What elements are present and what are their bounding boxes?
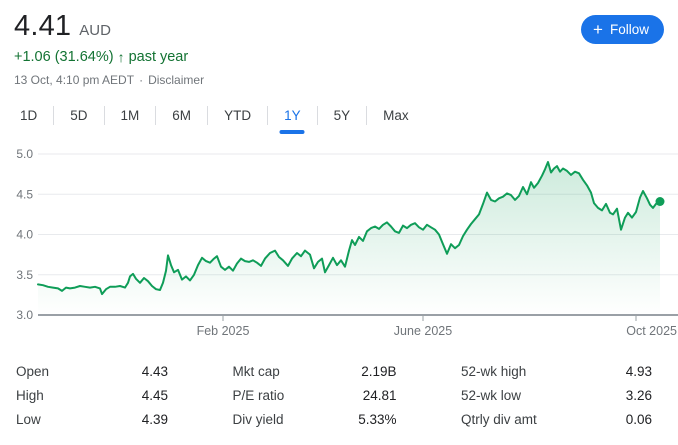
- stat-value-div-yield: 5.33%: [358, 411, 397, 427]
- stat-value-52-wk-high: 4.93: [625, 363, 652, 379]
- chart-area: 5.0 4.5 4.0 3.5 3.0 Feb 2025 June 2025 Oct 2025: [0, 136, 678, 344]
- tab-1y[interactable]: 1Y: [271, 103, 314, 128]
- stat-row-52-wk-high: 52-wk high 4.93: [461, 359, 652, 383]
- x-tick-label-june-2025: June 2025: [394, 324, 452, 338]
- stats-column-1: Open 4.43 High 4.45 Low 4.39: [16, 359, 168, 431]
- tab-max[interactable]: Max: [383, 107, 409, 123]
- price-row: 4.41 AUD: [14, 9, 664, 43]
- tab-divider: [366, 105, 368, 125]
- stat-row-div-yield: Div yield 5.33%: [233, 407, 397, 431]
- stat-label-52-wk-low: 52-wk low: [461, 387, 522, 403]
- stat-label-high: High: [16, 387, 44, 403]
- stats-column-3: 52-wk high 4.93 52-wk low 3.26 Qtrly div amt…: [461, 359, 652, 431]
- stat-label-qtrly-div-amt: Qtrly div amt: [461, 411, 537, 427]
- tab-divider: [267, 105, 269, 125]
- disclaimer-link[interactable]: Disclaimer: [148, 73, 205, 87]
- price-area-fill: [38, 162, 660, 315]
- stat-row-open: Open 4.43: [16, 359, 168, 383]
- price-chart[interactable]: 5.0 4.5 4.0 3.5 3.0 Feb 2025 June 2025 Oct 2025: [0, 136, 678, 344]
- follow-button-label: Follow: [609, 22, 649, 37]
- time-range-tabs: 1D 5D 1M 6M YTD 1Y 5Y Max: [7, 100, 678, 130]
- stats-column-2: Mkt cap 2.19B P/E ratio 24.81 Div yield 5.33%: [233, 359, 397, 431]
- tab-ytd[interactable]: YTD: [224, 107, 252, 123]
- x-tick-label-oct-2025: Oct 2025: [626, 324, 677, 338]
- stat-row-low: Low 4.39: [16, 407, 168, 431]
- y-tick-label-4.5: 4.5: [16, 187, 33, 201]
- change-amount: +1.06 (31.64%): [14, 49, 114, 65]
- stat-value-low: 4.39: [141, 411, 168, 427]
- stat-label-low: Low: [16, 411, 41, 427]
- tab-5y[interactable]: 5Y: [333, 107, 351, 123]
- quote-meta: 13 Oct, 4:10 pm AEDT · Disclaimer: [14, 73, 664, 87]
- stat-label-open: Open: [16, 363, 50, 379]
- price-change: +1.06 (31.64%) ↑ past year: [14, 49, 664, 65]
- stat-row-52-wk-low: 52-wk low 3.26: [461, 383, 652, 407]
- plus-icon: +: [593, 19, 603, 39]
- change-period: past year: [128, 49, 189, 65]
- stat-row-qtrly-div-amt: Qtrly div amt 0.06: [461, 407, 652, 431]
- stat-value-open: 4.43: [141, 363, 168, 379]
- tab-divider: [207, 105, 209, 125]
- stat-label-div-yield: Div yield: [232, 411, 284, 427]
- tab-divider: [53, 105, 55, 125]
- tab-1d[interactable]: 1D: [20, 107, 38, 123]
- stat-row-high: High 4.45: [16, 383, 168, 407]
- stat-label-p-e-ratio: P/E ratio: [232, 387, 285, 403]
- tab-6m[interactable]: 6M: [172, 107, 192, 123]
- currency-code: AUD: [79, 22, 111, 39]
- quote-timestamp: 13 Oct, 4:10 pm AEDT: [14, 73, 135, 87]
- x-tick-label-feb-2025: Feb 2025: [197, 324, 250, 338]
- y-tick-label-4.0: 4.0: [16, 228, 33, 242]
- y-tick-label-5.0: 5.0: [16, 147, 33, 161]
- tab-divider: [316, 105, 318, 125]
- tab-1m[interactable]: 1M: [120, 107, 140, 123]
- quote-header: 4.41 AUD +1.06 (31.64%) ↑ past year 13 O…: [0, 0, 678, 87]
- stat-label-mkt-cap: Mkt cap: [232, 363, 280, 379]
- price-line: [37, 161, 661, 296]
- y-tick-label-3.0: 3.0: [16, 308, 33, 322]
- stat-row-p-e-ratio: P/E ratio 24.81: [233, 383, 397, 407]
- latest-price-dot: [655, 196, 665, 206]
- stat-row-mkt-cap: Mkt cap 2.19B: [233, 359, 397, 383]
- stat-value-qtrly-div-amt: 0.06: [625, 411, 652, 427]
- current-price: 4.41: [14, 10, 72, 42]
- stat-value-p-e-ratio: 24.81: [362, 387, 397, 403]
- stat-value-high: 4.45: [141, 387, 168, 403]
- stat-value-mkt-cap: 2.19B: [361, 363, 397, 379]
- follow-button[interactable]: + Follow: [581, 15, 664, 44]
- up-arrow-icon: ↑: [117, 49, 125, 65]
- stat-label-52-wk-high: 52-wk high: [461, 363, 527, 379]
- stat-value-52-wk-low: 3.26: [625, 387, 652, 403]
- y-tick-label-3.5: 3.5: [16, 268, 33, 282]
- meta-separator: ·: [139, 73, 144, 87]
- tab-divider: [103, 105, 105, 125]
- tab-5d[interactable]: 5D: [70, 107, 88, 123]
- stats-table: Open 4.43 High 4.45 Low 4.39 Mkt cap 2.19B P/E r…: [16, 359, 652, 431]
- tab-divider: [155, 105, 157, 125]
